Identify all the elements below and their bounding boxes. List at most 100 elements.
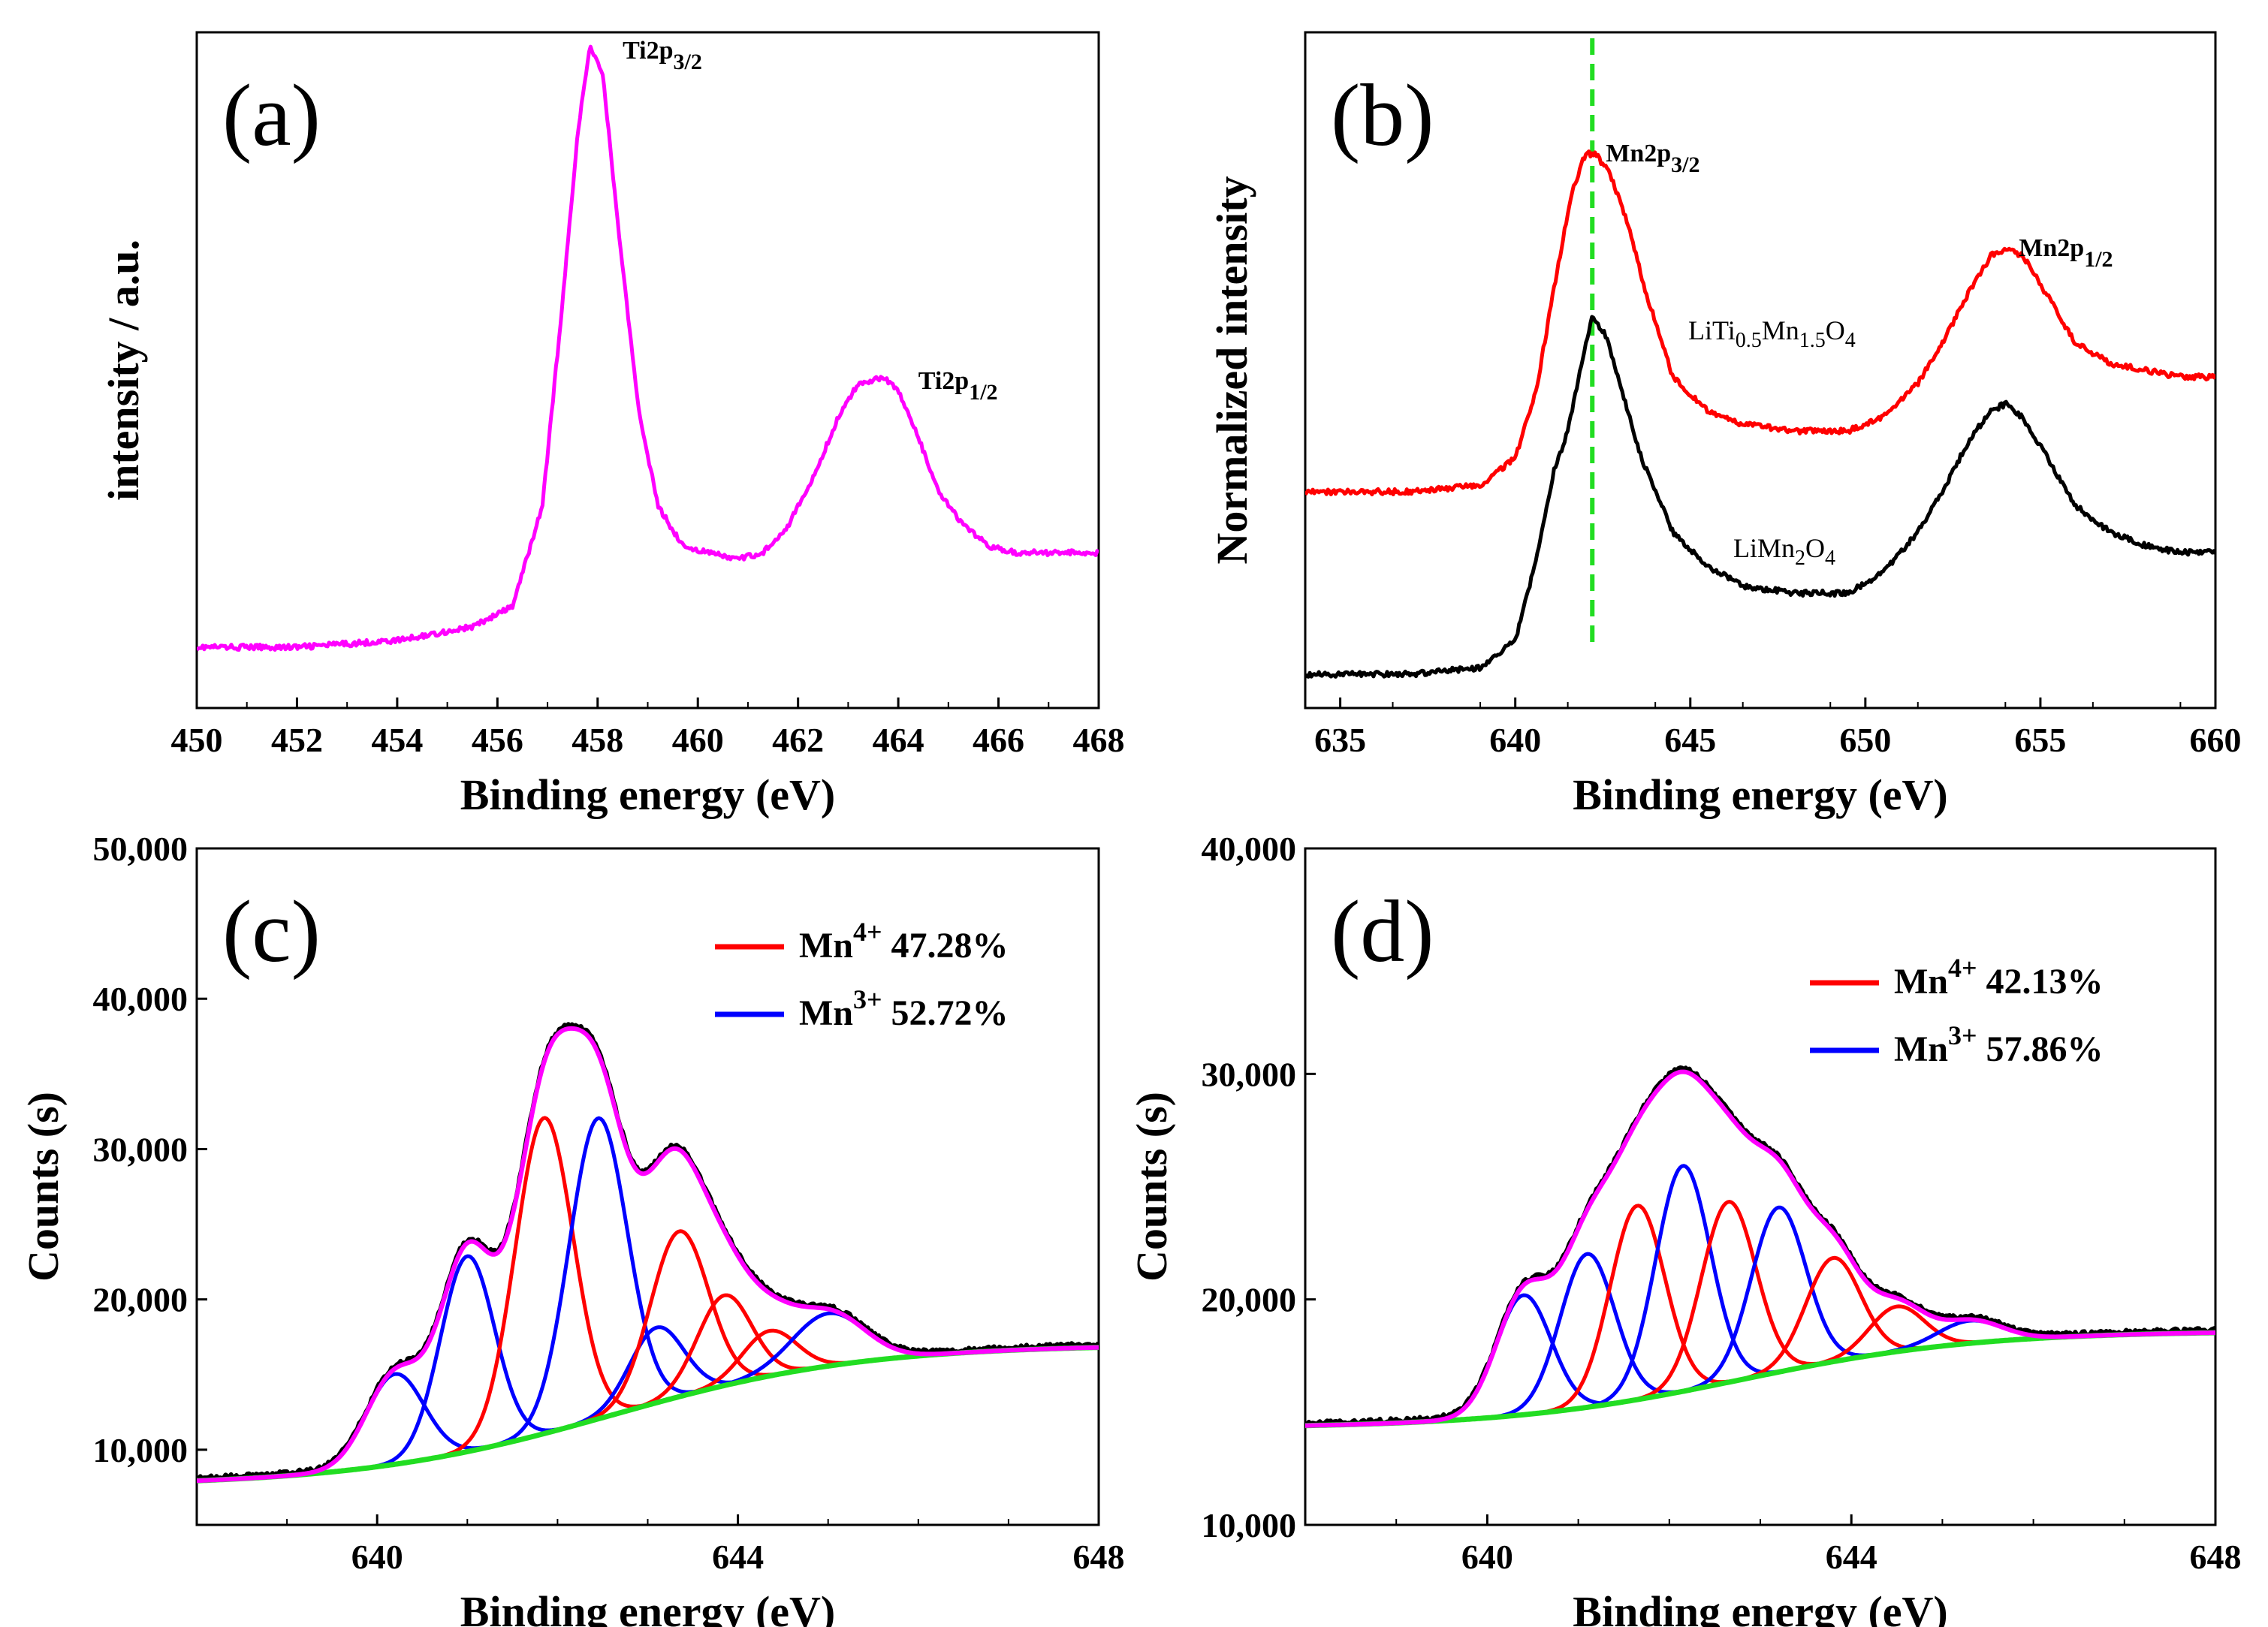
y-axis-title: Normalized intensity [1208, 176, 1256, 564]
legend-ion: Mn [799, 993, 853, 1033]
legend-charge: 4+ [853, 917, 882, 947]
annotation-main: Mn2p [2019, 234, 2084, 262]
panel-c: (c) 640 644 648 Binding energy (eV) Counts (s… [19, 830, 1125, 1627]
fit-component-3 [469, 1116, 728, 1454]
y-tick-label: 30,000 [93, 1130, 188, 1168]
series-line-0 [197, 44, 1099, 652]
x-tick-label: 640 [1461, 1538, 1513, 1576]
label-text: O [1826, 315, 1845, 345]
x-tick-label: 648 [2190, 1538, 2242, 1576]
x-tick-label: 640 [1489, 721, 1541, 759]
x-tick-label: 635 [1314, 721, 1366, 759]
annotation-main: Mn2p [1606, 140, 1671, 167]
panel-label: (b) [1331, 66, 1434, 164]
y-tick-label: 40,000 [1202, 830, 1297, 868]
y-tick-label: 50,000 [93, 830, 188, 868]
y-tick-label: 20,000 [93, 1281, 188, 1319]
panel-label: (d) [1331, 882, 1434, 981]
y-tick-label: 20,000 [1202, 1281, 1297, 1319]
annotation-subscript: 1/2 [969, 380, 997, 405]
label-subscript: 2 [1795, 547, 1805, 570]
annotation-main: Ti2p [623, 37, 673, 65]
x-tick-label: 468 [1073, 721, 1125, 759]
fit-component-1 [346, 1254, 589, 1472]
panel-label: (c) [222, 882, 321, 981]
x-tick-label: 456 [472, 721, 523, 759]
label-subscript: 4 [1845, 329, 1856, 352]
legend-entry: Mn3+ 52.72% [799, 984, 1009, 1033]
x-tick-label: 644 [712, 1538, 764, 1576]
x-tick-label: 460 [672, 721, 724, 759]
y-axis-title: Counts (s) [19, 1092, 68, 1282]
label-text: Mn [1762, 315, 1799, 345]
x-tick-label: 650 [1839, 721, 1891, 759]
label-text: O [1805, 533, 1825, 563]
legend-ion: Mn [1894, 962, 1948, 1002]
series-line-0 [1305, 149, 2215, 497]
legend-ion: Mn [799, 926, 853, 966]
x-axis-title: Binding energy (eV) [1573, 770, 1947, 819]
legend-percent: 57.86% [1977, 1029, 2104, 1069]
panel-d: (d) 640 644 648 Binding energy (eV) Counts (s… [1127, 830, 2242, 1627]
annotation-subscript: 1/2 [2084, 247, 2113, 272]
panel-b: (b) 635 640 645 650 655 660 Binding energy (eV)… [1208, 31, 2242, 819]
series-line-1 [1305, 315, 2215, 679]
x-tick-label: 454 [371, 721, 423, 759]
legend-percent: 42.13% [1977, 962, 2104, 1002]
x-tick-label: 640 [351, 1538, 403, 1576]
x-tick-label: 466 [973, 721, 1024, 759]
label-text: LiTi [1688, 315, 1736, 345]
y-tick-label: 30,000 [1202, 1055, 1297, 1093]
envelope-line [197, 1026, 1099, 1484]
annotation-main: Ti2p [918, 367, 969, 395]
y-axis-title: Counts (s) [1127, 1092, 1176, 1282]
label-subscript: 4 [1825, 547, 1835, 570]
x-tick-label: 655 [2014, 721, 2066, 759]
peak-annotation: Ti2p3/2 [623, 37, 702, 74]
y-tick-label: 10,000 [1202, 1506, 1297, 1544]
plot-frame [1304, 31, 2217, 710]
background-line [1305, 1330, 2215, 1429]
legend-entry: Mn4+ 42.13% [1894, 953, 2104, 1002]
label-subscript: 1.5 [1799, 329, 1826, 352]
x-axis-title: Binding energy (eV) [460, 1587, 835, 1627]
legend-charge: 4+ [1948, 953, 1977, 983]
x-tick-label: 644 [1826, 1538, 1877, 1576]
panel-label: (a) [222, 66, 321, 164]
label-subscript: 0.5 [1736, 329, 1762, 352]
annotation-subscript: 3/2 [1671, 152, 1699, 177]
x-tick-label: 645 [1664, 721, 1716, 759]
legend-entry: Mn4+ 47.28% [799, 917, 1009, 966]
plot-area [1305, 1065, 2215, 1429]
fit-component-4 [1606, 1200, 1850, 1406]
peak-annotation: Mn2p3/2 [1606, 140, 1699, 177]
y-axis-title: intensity / a.u. [99, 240, 148, 501]
x-axis-title: Binding energy (eV) [460, 770, 835, 819]
x-axis-title: Binding energy (eV) [1573, 1587, 1947, 1627]
legend-charge: 3+ [1948, 1020, 1977, 1050]
x-tick-label: 450 [171, 721, 223, 759]
x-tick-label: 458 [572, 721, 623, 759]
legend-entry: Mn3+ 57.86% [1894, 1020, 2104, 1069]
plot-area [197, 1022, 1099, 1484]
plot-area [1305, 38, 2215, 679]
fit-component-2 [415, 1116, 674, 1463]
sample-label-lmo: LiMn2O4 [1733, 533, 1835, 570]
x-tick-label: 660 [2190, 721, 2242, 759]
legend-ion: Mn [1894, 1029, 1948, 1069]
y-tick-label: 40,000 [93, 980, 188, 1018]
x-tick-label: 648 [1073, 1538, 1125, 1576]
sample-label-lti: LiTi0.5Mn1.5O4 [1688, 315, 1856, 352]
label-text: LiMn [1733, 533, 1795, 563]
envelope-line [1305, 1069, 2215, 1428]
x-tick-label: 464 [873, 721, 924, 759]
peak-annotation: Mn2p1/2 [2019, 234, 2113, 272]
x-tick-label: 462 [772, 721, 824, 759]
x-tick-label: 452 [271, 721, 323, 759]
raw-data-line [197, 1022, 1099, 1482]
legend-charge: 3+ [853, 984, 882, 1014]
legend-percent: 47.28% [882, 926, 1009, 966]
panel-a: (a) 450 452 454 456 458 460 462 464 466 468 Binding… [99, 31, 1125, 819]
peak-annotation: Ti2p1/2 [918, 367, 998, 405]
